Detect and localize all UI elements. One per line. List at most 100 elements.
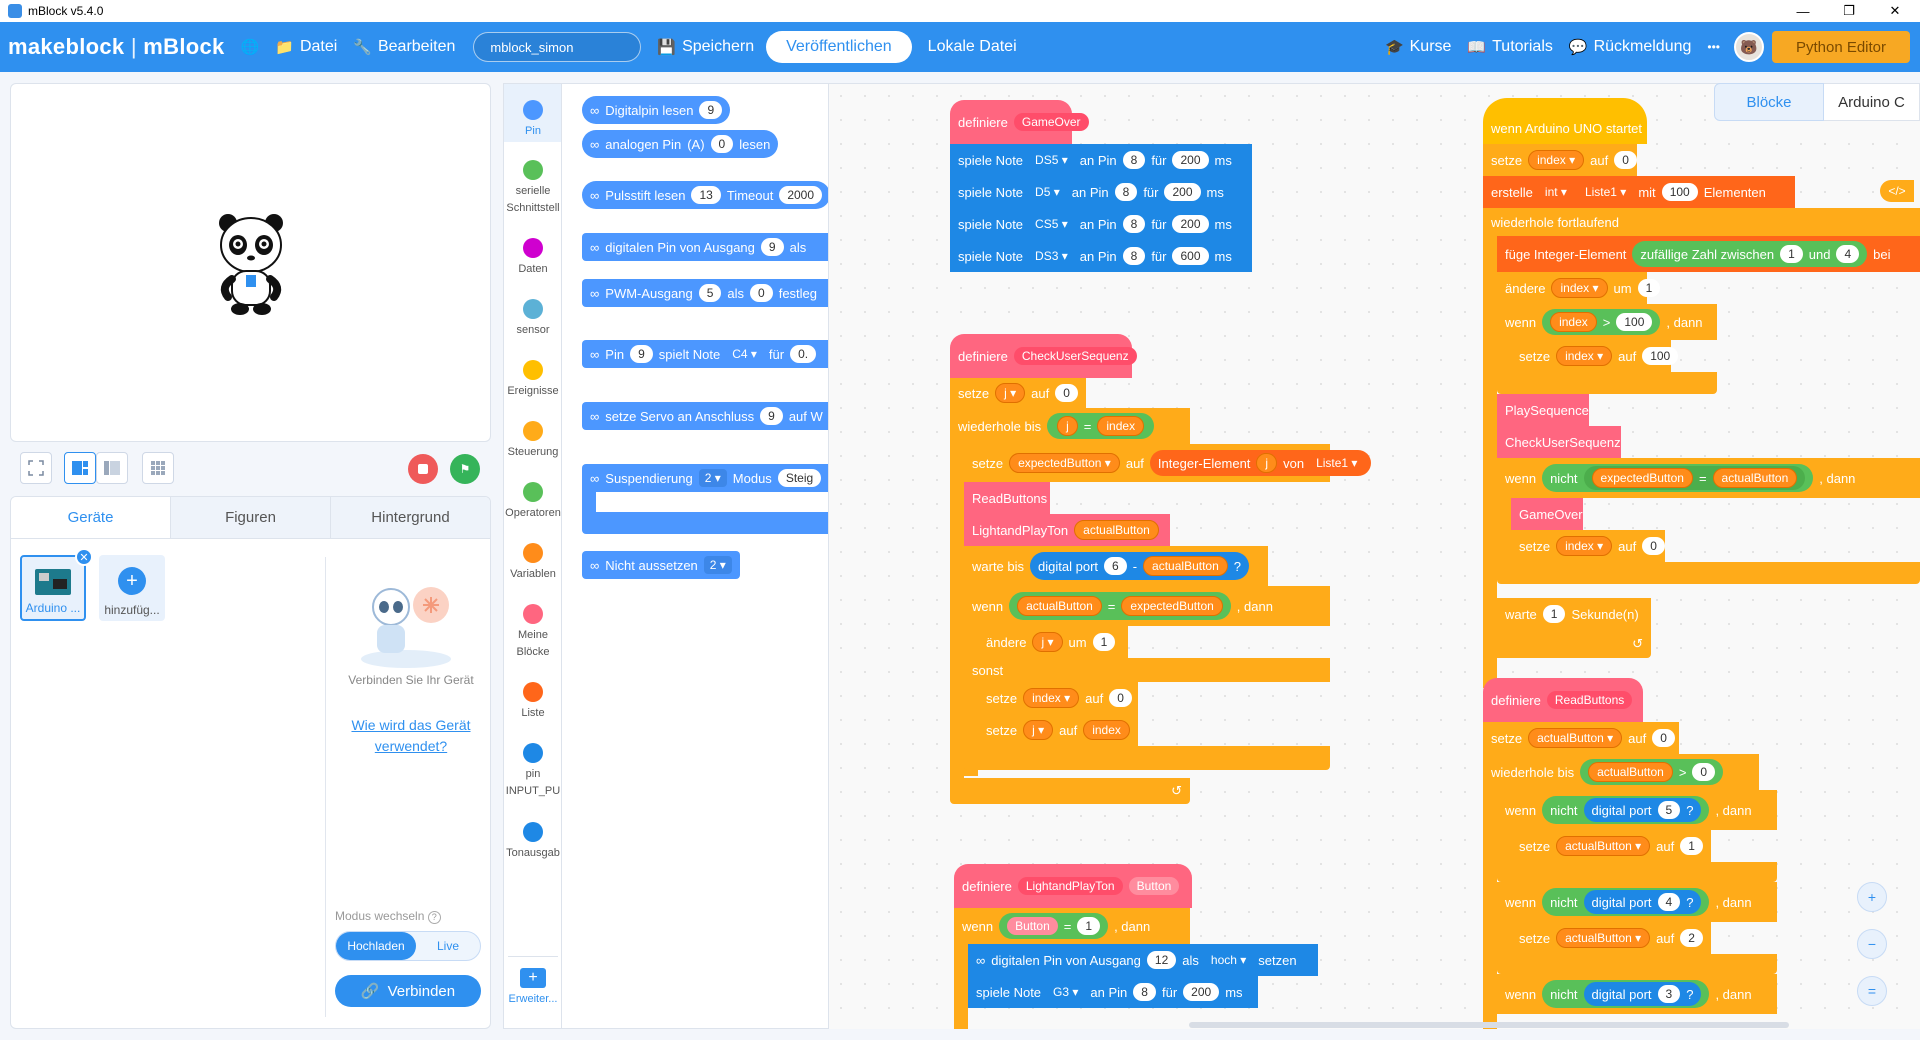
define-gameover-block[interactable]: definiere GameOver <box>950 100 1089 144</box>
category-control[interactable]: Steuerung <box>504 421 562 461</box>
save-button[interactable]: 💾 Speichern <box>657 38 755 56</box>
palette-block-pin-note[interactable]: ∞ Pin 9 spielt Note C4 ▾ für 0. <box>582 340 828 368</box>
define-readbuttons-block[interactable]: definiere ReadButtons <box>1483 678 1643 722</box>
wait-until-block[interactable]: warte bis digital port 6- actualButton? <box>964 546 1268 586</box>
stage-canvas[interactable] <box>10 83 491 442</box>
set-index-reset-block[interactable]: setze index ▾ auf 0 <box>1511 530 1665 562</box>
play-note-block[interactable]: spiele Note D5 ▾ an Pin 8 für 200 ms <box>950 176 1252 208</box>
play-note-block[interactable]: spiele Note DS5 ▾ an Pin 8 für 200 ms <box>950 144 1252 176</box>
extension-button[interactable]: + Erweiter... <box>508 968 558 1005</box>
tab-backdrops[interactable]: Hintergrund <box>330 497 490 538</box>
category-serial[interactable]: serielle Schnittstell <box>504 160 562 217</box>
project-name-input[interactable]: mblock_simon <box>473 32 642 62</box>
set-actual-2-block[interactable]: setze actualButton ▾ auf 2 <box>1511 922 1711 954</box>
palette-block-suspend[interactable]: ∞ Suspendierung 2 ▾ Modus Steig <box>582 464 828 534</box>
palette-block-digitalpin-read[interactable]: ∞ Digitalpin lesen 9 <box>582 96 731 124</box>
category-variables[interactable]: Variablen <box>504 543 562 583</box>
grid-icon[interactable] <box>142 452 174 484</box>
category-sound-output[interactable]: Tonausgab <box>504 822 562 862</box>
category-operators[interactable]: Operatoren <box>504 482 562 522</box>
palette-block-analog-read[interactable]: ∞ analogen Pin (A) 0 lesen <box>582 130 779 158</box>
set-actual-1-block[interactable]: setze actualButton ▾ auf 1 <box>1511 830 1711 862</box>
if-not-port5-block[interactable]: wenn nicht digital port 5?, dann <box>1497 790 1777 830</box>
green-flag-icon[interactable]: ⚑ <box>450 454 480 484</box>
category-my-blocks[interactable]: Meine Blöcke <box>504 604 562 661</box>
if-index-block[interactable]: wenn index >100, dann setze index ▾ auf 100 <box>1497 304 1717 404</box>
call-lightplay-block[interactable]: LightandPlayTon actualButton <box>964 514 1170 546</box>
stop-icon[interactable] <box>408 454 438 484</box>
code-toggle-icon[interactable]: </> <box>1880 180 1914 202</box>
fullscreen-icon[interactable] <box>20 452 52 484</box>
set-expected-block[interactable]: setze expectedButton ▾ auf Integer-Element j… <box>964 444 1372 482</box>
add-int-element-block[interactable]: füge Integer-Element zufällige Zahl zwisc… <box>1497 236 1920 272</box>
more-menu[interactable]: ••• <box>1707 40 1720 54</box>
call-gameover-block[interactable]: GameOver <box>1511 498 1583 530</box>
palette-block-pulse-read[interactable]: ∞ Pulsstift lesen 13 Timeout 2000 <box>582 181 828 209</box>
minimize-icon[interactable]: — <box>1796 3 1810 19</box>
define-check-block[interactable]: definiere CheckUserSequenz <box>950 334 1137 378</box>
call-checkseq-block[interactable]: CheckUserSequenz <box>1497 426 1621 458</box>
play-note-g3-block[interactable]: spiele Note G3 ▾ an Pin 8 für 200 ms <box>968 976 1258 1008</box>
panda-sprite[interactable] <box>216 209 288 319</box>
call-readbuttons-block[interactable]: ReadButtons <box>964 482 1050 514</box>
forever-block[interactable]: wiederhole fortlaufend füge Integer-Elem… <box>1483 208 1920 728</box>
category-pin[interactable]: Pin <box>504 100 562 140</box>
category-sensor[interactable]: sensor <box>504 299 562 339</box>
script-workspace[interactable]: definiere GameOver spiele Note DS5 ▾ an Pin… <box>829 83 1920 1029</box>
set-j-index-block[interactable]: setze j ▾ auf index <box>978 714 1138 746</box>
remove-device-icon[interactable]: ✕ <box>75 548 93 566</box>
tab-device-code[interactable]: Arduino C <box>1824 83 1920 121</box>
user-avatar[interactable]: 🐻 <box>1734 32 1764 62</box>
if-not-port3-block[interactable]: wenn nicht digital port 3?, dann <box>1497 974 1777 1014</box>
edit-menu[interactable]: 🔧 Bearbeiten <box>353 38 456 56</box>
set-index-block[interactable]: setze index ▾ auf 0 <box>978 682 1138 714</box>
zoom-in-icon[interactable]: + <box>1857 882 1887 912</box>
palette-block-servo[interactable]: ∞ setze Servo an Anschluss 9 auf W <box>582 402 828 430</box>
set-actual-0-block[interactable]: setze actualButton ▾ auf 0 <box>1483 722 1679 754</box>
maximize-icon[interactable]: ❐ <box>1843 3 1855 18</box>
category-events[interactable]: Ereignisse <box>504 360 562 400</box>
when-arduino-starts-block[interactable]: wenn Arduino UNO startet <box>1483 98 1647 144</box>
tab-blocks[interactable]: Blöcke <box>1714 83 1824 121</box>
category-list[interactable]: Liste <box>504 682 562 722</box>
device-card-arduino[interactable]: Arduino ... ✕ <box>20 548 93 621</box>
language-button[interactable]: 🌐 <box>241 38 260 56</box>
close-icon[interactable]: ✕ <box>1889 3 1901 18</box>
zoom-reset-icon[interactable]: = <box>1857 976 1887 1006</box>
change-j-block[interactable]: ändere j ▾ um 1 <box>978 626 1128 658</box>
feedback-menu[interactable]: 💬 Rückmeldung <box>1568 38 1692 56</box>
file-menu[interactable]: 📁 Datei <box>275 38 338 56</box>
mode-live-button[interactable]: Live <box>436 939 459 953</box>
if-not-equal-block[interactable]: wenn nicht expectedButton = actualButton, da… <box>1497 458 1920 588</box>
category-pin-input[interactable]: pin INPUT_PU <box>504 743 562 800</box>
palette-block-pwm[interactable]: ∞ PWM-Ausgang 5 als 0 festleg <box>582 279 828 307</box>
palette-block-no-suspend[interactable]: ∞ Nicht aussetzen 2 ▾ <box>582 551 740 579</box>
tab-sprites[interactable]: Figuren <box>170 497 330 538</box>
category-data[interactable]: Daten <box>504 238 562 278</box>
local-file-button[interactable]: Lokale Datei <box>927 38 1017 55</box>
define-lightplay-block[interactable]: definiere LightandPlayTon Button <box>954 864 1192 908</box>
set-j-block[interactable]: setze j ▾ auf 0 <box>950 378 1086 408</box>
tab-devices[interactable]: Geräte <box>11 497 170 538</box>
repeat-until-actual-block[interactable]: wiederhole bis actualButton >0 <box>1483 754 1759 790</box>
help-link[interactable]: Wie wird das Gerät verwendet? <box>351 717 471 754</box>
layout-small-stage-icon[interactable] <box>96 452 128 484</box>
set-index-0-block[interactable]: setze index ▾ auf 0 <box>1483 144 1637 176</box>
palette-block-digital-out[interactable]: ∞ digitalen Pin von Ausgang 9 als <box>582 233 828 261</box>
digital-out-block[interactable]: ∞ digitalen Pin von Ausgang 12 als hoch ▾ set… <box>968 944 1318 976</box>
courses-menu[interactable]: 🎓 Kurse <box>1384 38 1452 56</box>
set-index-100-block[interactable]: setze index ▾ auf 100 <box>1511 340 1679 372</box>
python-editor-button[interactable]: Python Editor <box>1772 31 1910 63</box>
publish-button[interactable]: Veröffentlichen <box>766 31 912 63</box>
if-not-port4-block[interactable]: wenn nicht digital port 4?, dann <box>1497 882 1777 922</box>
call-playsequence-block[interactable]: PlaySequence <box>1497 394 1589 426</box>
add-device-button[interactable]: + hinzufüg... <box>99 555 165 621</box>
if-button-block[interactable]: wenn Button = 1, dann <box>954 908 1190 944</box>
play-note-block[interactable]: spiele Note CS5 ▾ an Pin 8 für 200 ms <box>950 208 1252 240</box>
layout-large-stage-icon[interactable] <box>64 452 96 484</box>
change-index-block[interactable]: ändere index ▾ um 1 <box>1497 272 1661 304</box>
repeat-until-block[interactable]: wiederhole bis j = index setze expectedButto… <box>950 408 1372 808</box>
connect-button[interactable]: 🔗 Verbinden <box>335 975 481 1007</box>
wait-seconds-block[interactable]: warte 1 Sekunde(n) <box>1497 598 1651 630</box>
play-note-block[interactable]: spiele Note DS3 ▾ an Pin 8 für 600 ms <box>950 240 1252 272</box>
